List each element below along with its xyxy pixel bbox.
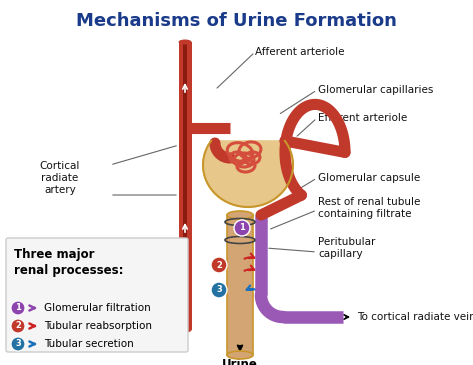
Text: 2: 2 <box>15 322 21 330</box>
Text: Efferent arteriole: Efferent arteriole <box>318 113 407 123</box>
Text: Glomerular capillaries: Glomerular capillaries <box>318 85 433 95</box>
Text: Mechanisms of Urine Formation: Mechanisms of Urine Formation <box>76 12 396 30</box>
Text: 3: 3 <box>216 285 222 295</box>
Bar <box>183 42 187 330</box>
Text: Peritubular
capillary: Peritubular capillary <box>318 237 376 259</box>
Text: Afferent arteriole: Afferent arteriole <box>255 47 344 57</box>
Ellipse shape <box>178 327 192 333</box>
Text: Rest of renal tubule
containing filtrate: Rest of renal tubule containing filtrate <box>318 197 420 219</box>
Bar <box>179 42 192 330</box>
Polygon shape <box>216 150 280 195</box>
Text: Glomerular capsule: Glomerular capsule <box>318 173 420 183</box>
Text: 1: 1 <box>239 223 245 233</box>
Text: To cortical radiate vein: To cortical radiate vein <box>357 312 473 322</box>
Ellipse shape <box>227 351 253 359</box>
Text: 2: 2 <box>216 261 222 269</box>
Polygon shape <box>203 141 293 207</box>
Text: Urine: Urine <box>222 358 258 365</box>
Circle shape <box>11 319 25 333</box>
Circle shape <box>211 257 227 273</box>
Ellipse shape <box>227 211 253 219</box>
Ellipse shape <box>178 39 192 45</box>
Bar <box>227 215 253 355</box>
Circle shape <box>11 301 25 315</box>
Circle shape <box>234 220 250 236</box>
FancyBboxPatch shape <box>6 238 188 352</box>
Text: Three major
renal processes:: Three major renal processes: <box>14 248 123 277</box>
Text: 3: 3 <box>15 339 21 349</box>
Text: Glomerular filtration: Glomerular filtration <box>44 303 151 313</box>
Text: Cortical
radiate
artery: Cortical radiate artery <box>40 161 80 195</box>
Circle shape <box>211 282 227 298</box>
Circle shape <box>11 337 25 351</box>
Text: Tubular secretion: Tubular secretion <box>44 339 134 349</box>
Text: 1: 1 <box>15 304 21 312</box>
Text: Tubular reabsorption: Tubular reabsorption <box>44 321 152 331</box>
